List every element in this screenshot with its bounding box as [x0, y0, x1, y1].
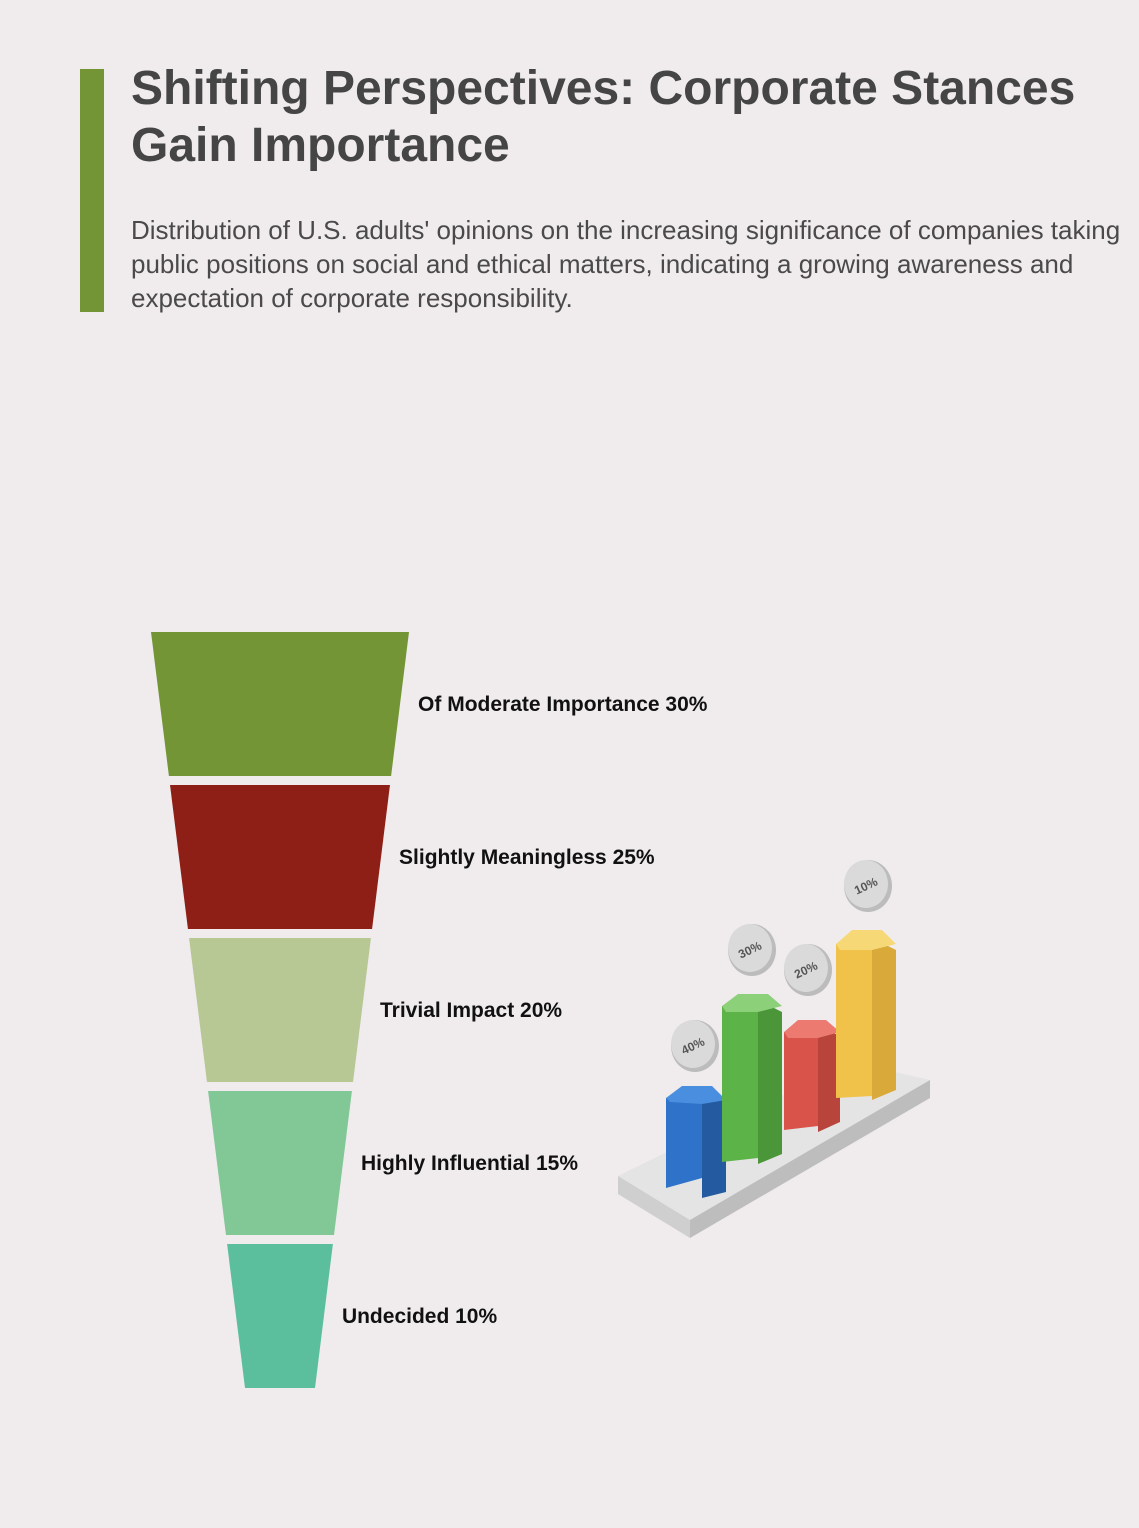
bar-red [784, 1020, 840, 1132]
title-accent-bar [80, 69, 104, 312]
bar-yellow [836, 930, 896, 1100]
funnel-label: Undecided 10% [342, 1305, 498, 1328]
funnel-label: Slightly Meaningless 25% [399, 846, 655, 869]
label-disc-10: 10% [844, 860, 892, 912]
isometric-bar-chart-icon: 40% 30% 20% 10% [618, 860, 930, 1238]
funnel-label: Trivial Impact 20% [380, 999, 562, 1022]
funnel-segment [227, 1244, 333, 1388]
bar-green [722, 994, 782, 1164]
label-disc-30: 30% [728, 924, 776, 976]
funnel-segment [151, 632, 409, 776]
label-disc-40: 40% [671, 1020, 719, 1072]
bar-blue [666, 1086, 726, 1198]
page-title: Shifting Perspectives: Corporate Stances… [131, 62, 1076, 172]
page-subtitle: Distribution of U.S. adults' opinions on… [131, 215, 1121, 313]
funnel-segment [170, 785, 390, 929]
label-disc-20: 20% [784, 944, 832, 996]
funnel-segment [189, 938, 371, 1082]
funnel-label: Of Moderate Importance 30% [418, 693, 708, 716]
funnel-segment [208, 1091, 352, 1235]
funnel-label: Highly Influential 15% [361, 1152, 578, 1175]
